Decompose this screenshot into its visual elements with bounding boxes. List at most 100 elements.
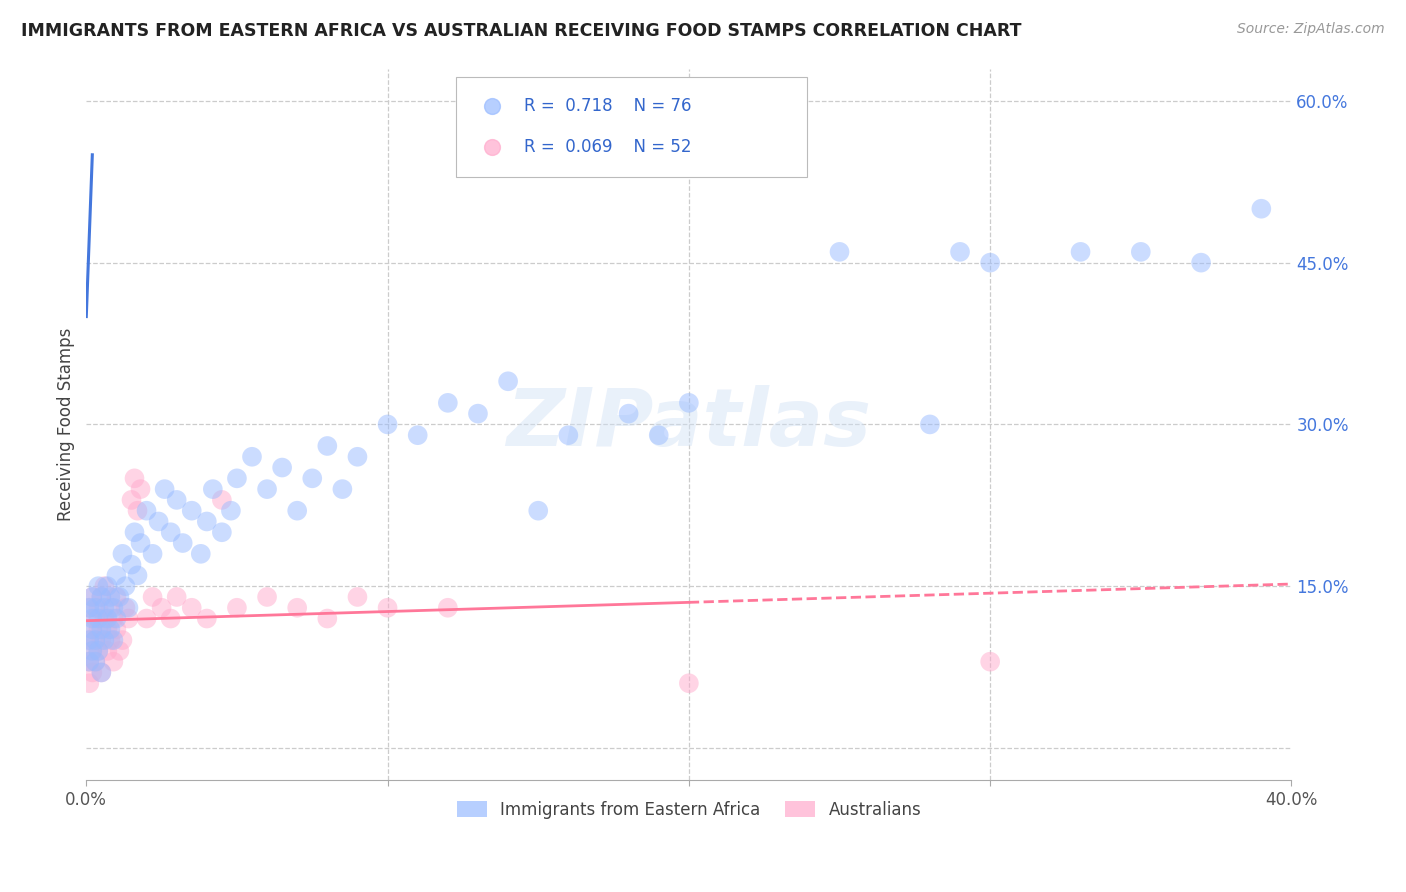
- Point: [148, 515, 170, 529]
- Point: [437, 396, 460, 410]
- Point: [1129, 244, 1152, 259]
- Point: [93, 600, 115, 615]
- Point: [82, 623, 104, 637]
- Point: [79, 676, 101, 690]
- Point: [121, 492, 143, 507]
- Point: [129, 536, 152, 550]
- Point: [103, 655, 125, 669]
- Point: [129, 482, 152, 496]
- Point: [93, 633, 115, 648]
- Point: [166, 492, 188, 507]
- Point: [172, 536, 194, 550]
- Point: [84, 633, 107, 648]
- Point: [82, 644, 104, 658]
- Point: [124, 471, 146, 485]
- Point: [159, 611, 181, 625]
- Text: IMMIGRANTS FROM EASTERN AFRICA VS AUSTRALIAN RECEIVING FOOD STAMPS CORRELATION C: IMMIGRANTS FROM EASTERN AFRICA VS AUSTRA…: [21, 22, 1022, 40]
- Point: [100, 623, 122, 637]
- Point: [87, 644, 110, 658]
- Point: [377, 600, 399, 615]
- Point: [1070, 244, 1092, 259]
- Point: [90, 665, 112, 680]
- Point: [90, 590, 112, 604]
- Point: [949, 244, 972, 259]
- Point: [142, 590, 165, 604]
- Point: [82, 590, 104, 604]
- Point: [285, 600, 308, 615]
- Point: [979, 655, 1001, 669]
- Text: R =  0.718    N = 76: R = 0.718 N = 76: [524, 97, 692, 115]
- Point: [100, 633, 122, 648]
- Point: [96, 579, 118, 593]
- Y-axis label: Receiving Food Stamps: Receiving Food Stamps: [58, 327, 75, 521]
- Text: Source: ZipAtlas.com: Source: ZipAtlas.com: [1237, 22, 1385, 37]
- Point: [121, 558, 143, 572]
- Point: [108, 644, 131, 658]
- Point: [82, 623, 104, 637]
- Point: [84, 633, 107, 648]
- Point: [93, 611, 115, 625]
- Point: [190, 547, 212, 561]
- Point: [1189, 255, 1212, 269]
- Point: [180, 600, 202, 615]
- Point: [105, 568, 128, 582]
- Point: [84, 655, 107, 669]
- Point: [96, 644, 118, 658]
- Point: [527, 504, 550, 518]
- Point: [180, 504, 202, 518]
- Point: [256, 482, 278, 496]
- Point: [496, 374, 519, 388]
- Point: [100, 600, 122, 615]
- Point: [90, 623, 112, 637]
- Point: [103, 633, 125, 648]
- Text: ZIPatlas: ZIPatlas: [506, 385, 872, 464]
- Point: [79, 633, 101, 648]
- Point: [82, 590, 104, 604]
- Point: [377, 417, 399, 432]
- Point: [79, 600, 101, 615]
- Point: [557, 428, 579, 442]
- Point: [117, 600, 139, 615]
- Point: [90, 633, 112, 648]
- Point: [103, 611, 125, 625]
- Point: [316, 439, 339, 453]
- Point: [1250, 202, 1272, 216]
- Point: [79, 600, 101, 615]
- Point: [87, 623, 110, 637]
- Point: [406, 428, 429, 442]
- Point: [979, 255, 1001, 269]
- Point: [240, 450, 263, 464]
- Point: [828, 244, 851, 259]
- Point: [226, 600, 249, 615]
- Point: [96, 611, 118, 625]
- Point: [918, 417, 941, 432]
- Point: [111, 547, 134, 561]
- Point: [96, 623, 118, 637]
- Point: [117, 611, 139, 625]
- Point: [103, 600, 125, 615]
- Point: [90, 665, 112, 680]
- Point: [301, 471, 323, 485]
- Point: [105, 611, 128, 625]
- Point: [84, 655, 107, 669]
- Point: [105, 623, 128, 637]
- Point: [271, 460, 294, 475]
- Point: [87, 611, 110, 625]
- Point: [195, 611, 218, 625]
- Point: [316, 611, 339, 625]
- Point: [79, 633, 101, 648]
- Legend: Immigrants from Eastern Africa, Australians: Immigrants from Eastern Africa, Australi…: [450, 794, 928, 825]
- FancyBboxPatch shape: [457, 77, 807, 178]
- Text: R =  0.069    N = 52: R = 0.069 N = 52: [524, 138, 692, 156]
- Point: [150, 600, 173, 615]
- Point: [87, 579, 110, 593]
- Point: [226, 471, 249, 485]
- Point: [127, 568, 149, 582]
- Point: [219, 504, 242, 518]
- Point: [135, 611, 157, 625]
- Point: [87, 644, 110, 658]
- Point: [678, 676, 700, 690]
- Point: [82, 611, 104, 625]
- Point: [135, 504, 157, 518]
- Point: [124, 525, 146, 540]
